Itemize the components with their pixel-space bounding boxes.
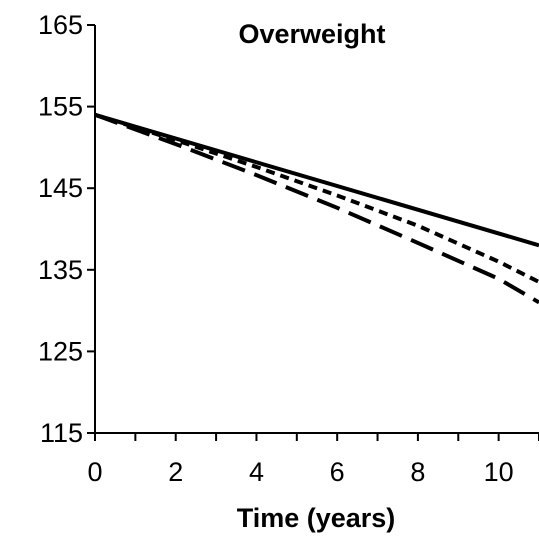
y-tick-label: 125 xyxy=(38,336,83,366)
x-tick-label: 4 xyxy=(249,457,264,487)
series-line-solid xyxy=(94,112,539,248)
series-line-short-dash xyxy=(94,112,539,284)
y-tick-label: 115 xyxy=(40,418,83,448)
series-line-long-dash xyxy=(94,112,539,305)
x-tick-label: 10 xyxy=(484,457,514,487)
axes-layer xyxy=(87,24,539,441)
x-tick-label: 0 xyxy=(87,457,102,487)
x-axis-title: Time (years) xyxy=(237,503,396,533)
chart-title: Overweight xyxy=(238,19,385,49)
y-tick-label: 165 xyxy=(38,10,83,40)
y-tick-label: 145 xyxy=(38,173,83,203)
x-tick-label: 6 xyxy=(330,457,345,487)
x-tick-label: 2 xyxy=(168,457,183,487)
series-layer xyxy=(94,112,539,305)
tick-labels: 115 125 135 145 155 165 0 2 4 6 8 10 xyxy=(38,10,514,487)
y-tick-label: 155 xyxy=(38,92,83,122)
y-tick-label: 135 xyxy=(38,255,83,285)
x-tick-label: 8 xyxy=(410,457,425,487)
